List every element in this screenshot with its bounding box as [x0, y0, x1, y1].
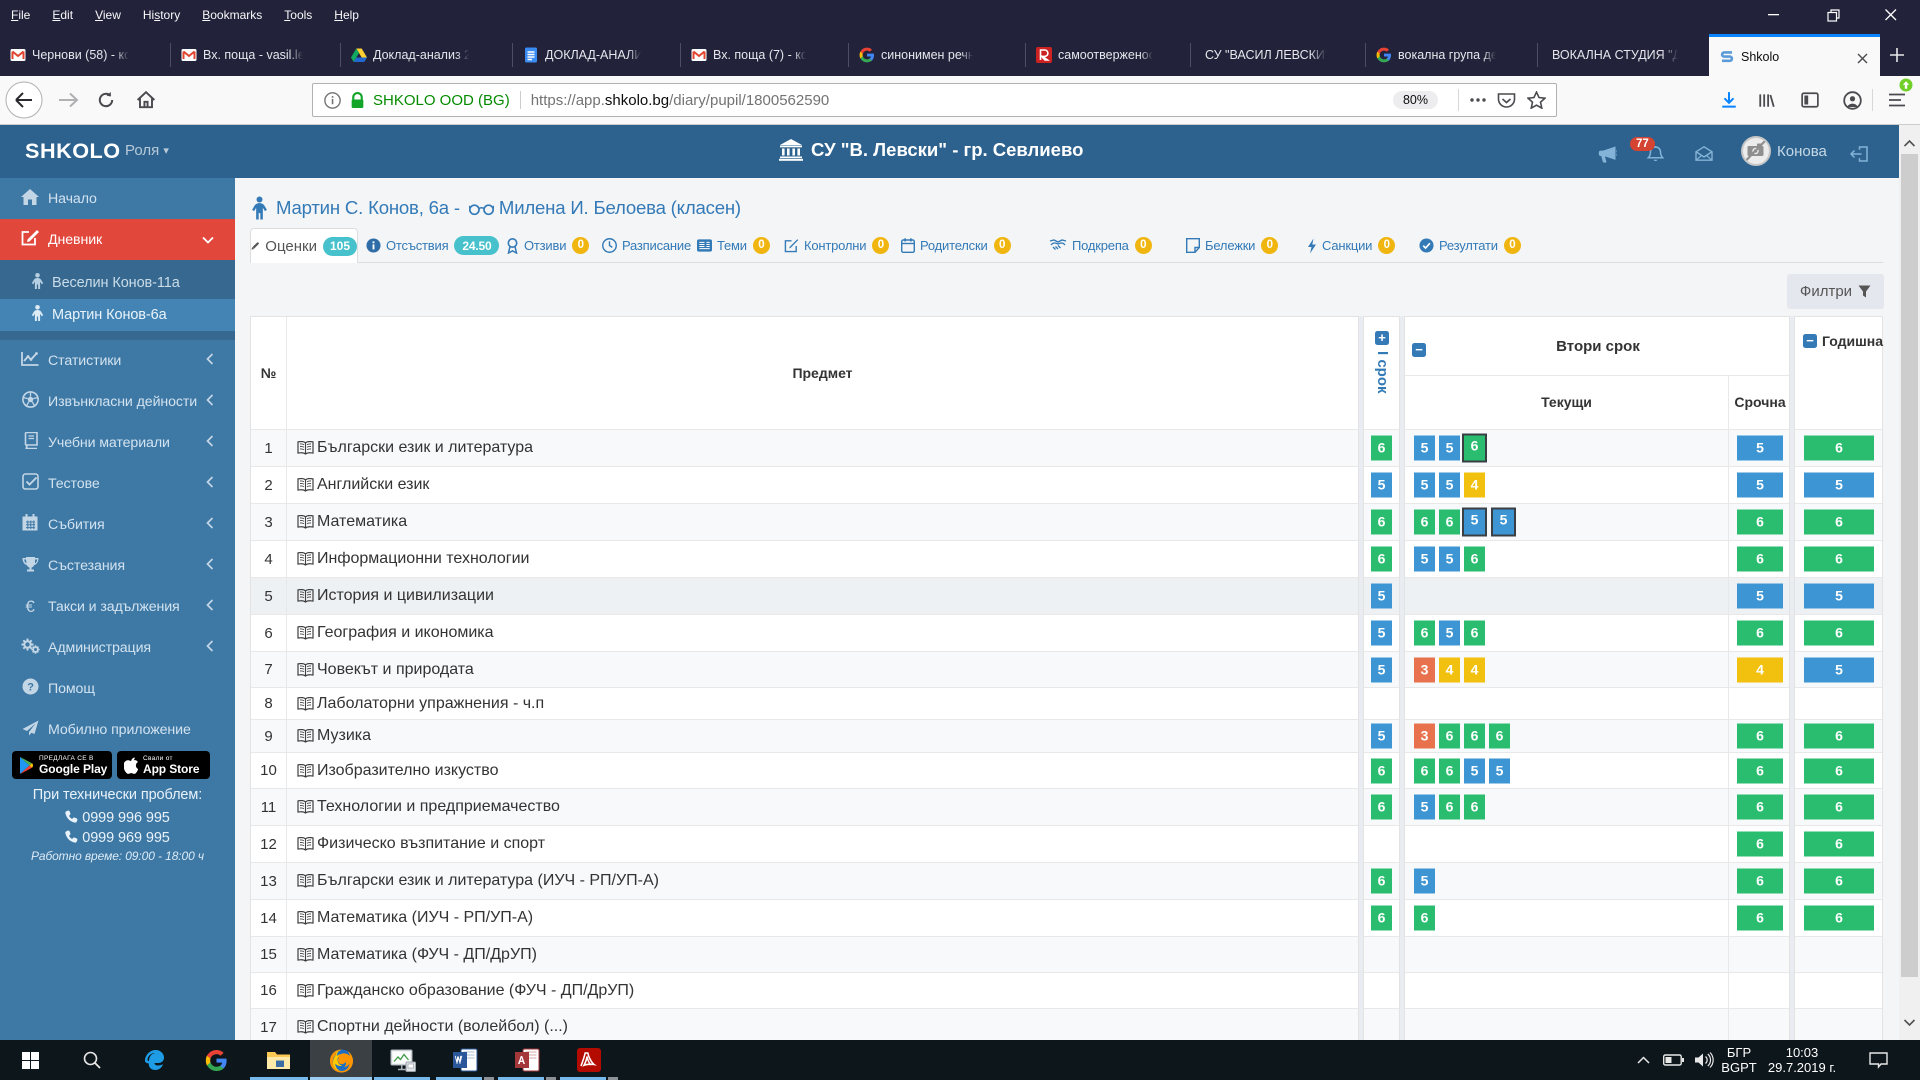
svg-text:?: ?: [27, 682, 34, 694]
